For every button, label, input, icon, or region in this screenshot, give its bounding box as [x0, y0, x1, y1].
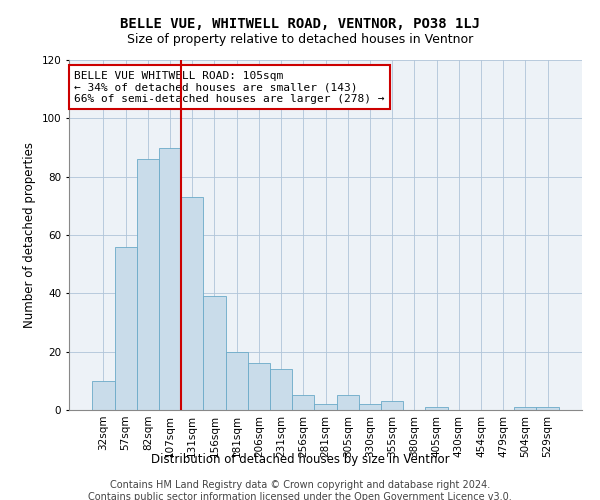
- Bar: [181, 197, 203, 410]
- Text: BELLE VUE, WHITWELL ROAD, VENTNOR, PO38 1LJ: BELLE VUE, WHITWELL ROAD, VENTNOR, PO38 …: [120, 18, 480, 32]
- Bar: [514, 407, 536, 410]
- Text: Contains HM Land Registry data © Crown copyright and database right 2024.: Contains HM Land Registry data © Crown c…: [110, 480, 490, 490]
- Bar: [337, 396, 359, 410]
- Bar: [226, 352, 248, 410]
- Bar: [115, 246, 137, 410]
- Text: Size of property relative to detached houses in Ventnor: Size of property relative to detached ho…: [127, 32, 473, 46]
- Bar: [159, 148, 181, 410]
- Bar: [425, 407, 448, 410]
- Bar: [292, 396, 314, 410]
- Bar: [92, 381, 115, 410]
- Bar: [270, 369, 292, 410]
- Bar: [248, 364, 270, 410]
- Bar: [381, 401, 403, 410]
- Text: BELLE VUE WHITWELL ROAD: 105sqm
← 34% of detached houses are smaller (143)
66% o: BELLE VUE WHITWELL ROAD: 105sqm ← 34% of…: [74, 70, 385, 104]
- Bar: [359, 404, 381, 410]
- Bar: [137, 159, 159, 410]
- Bar: [203, 296, 226, 410]
- Y-axis label: Number of detached properties: Number of detached properties: [23, 142, 36, 328]
- Bar: [536, 407, 559, 410]
- Bar: [314, 404, 337, 410]
- Text: Distribution of detached houses by size in Ventnor: Distribution of detached houses by size …: [151, 452, 449, 466]
- Text: Contains public sector information licensed under the Open Government Licence v3: Contains public sector information licen…: [88, 492, 512, 500]
